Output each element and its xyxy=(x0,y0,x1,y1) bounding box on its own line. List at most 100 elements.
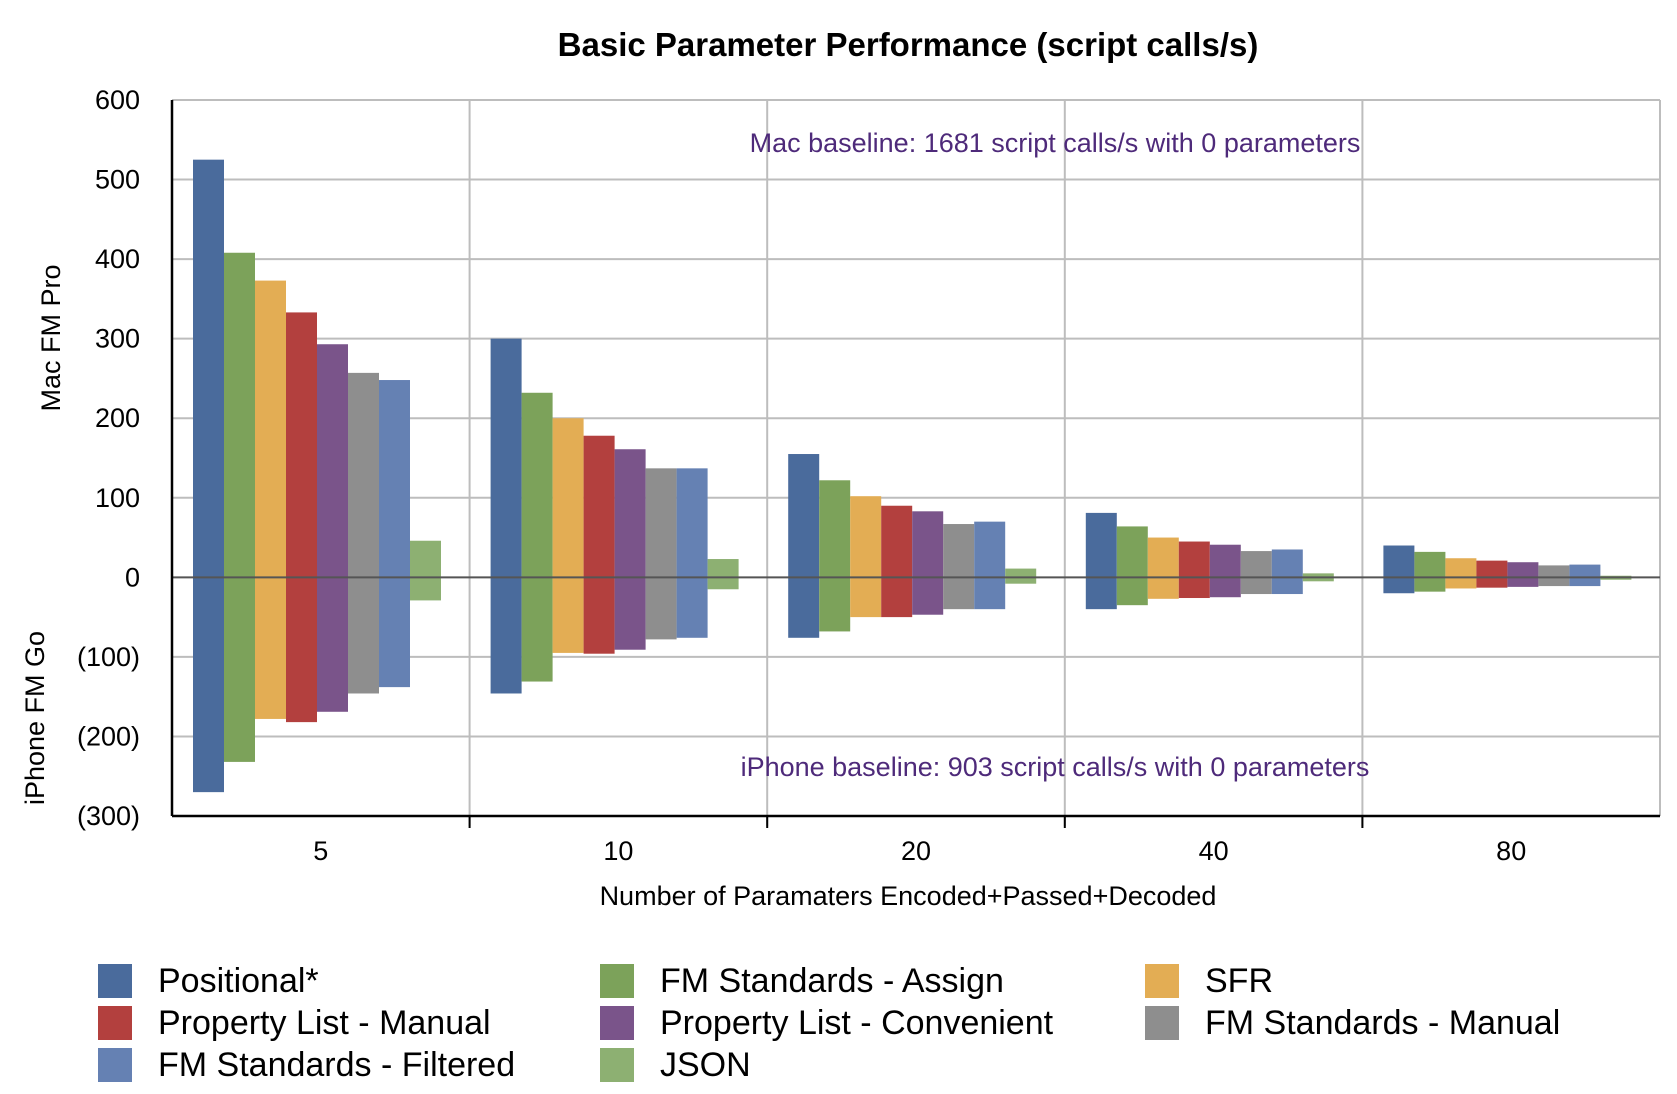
legend-entry: Positional* xyxy=(158,962,319,1000)
bar-iphone xyxy=(348,577,379,694)
legend-swatch xyxy=(1145,1006,1179,1040)
bar-iphone xyxy=(1302,577,1334,582)
bar-iphone xyxy=(676,577,708,638)
bar-iphone xyxy=(1538,577,1570,587)
bar-mac xyxy=(1538,565,1570,578)
y-axis-label-mac: Mac FM Pro xyxy=(36,264,66,411)
legend-swatch xyxy=(98,1048,132,1082)
legend-entry: Property List - Manual xyxy=(158,1004,491,1042)
bar-iphone xyxy=(1600,577,1632,580)
y-axis-label-iphone: iPhone FM Go xyxy=(20,631,50,805)
legend-entry: FM Standards - Filtered xyxy=(158,1046,515,1084)
bar-iphone xyxy=(521,577,553,682)
bar-iphone xyxy=(1147,577,1179,599)
legend-entry: FM Standards - Manual xyxy=(1205,1004,1560,1042)
bar-iphone xyxy=(645,577,677,640)
legend-swatch xyxy=(98,964,132,998)
bar-mac xyxy=(583,435,615,578)
bar-mac xyxy=(1476,560,1508,578)
bar-mac xyxy=(645,468,677,578)
bar-iphone xyxy=(1085,577,1117,610)
bar-iphone xyxy=(1271,577,1303,595)
bar-iphone xyxy=(1240,577,1272,595)
x-tick-label: 5 xyxy=(313,836,328,866)
x-tick-label: 80 xyxy=(1496,836,1526,866)
x-tick-label: 20 xyxy=(901,836,931,866)
bar-iphone xyxy=(1178,577,1210,599)
bar-mac xyxy=(255,280,286,578)
bar-mac xyxy=(1209,544,1241,578)
bar-mac xyxy=(348,372,379,578)
bar-iphone xyxy=(850,577,882,618)
annotation-iphone-baseline: iPhone baseline: 903 script calls/s with… xyxy=(741,752,1370,782)
bar-iphone xyxy=(410,577,441,601)
bar-mac xyxy=(614,449,646,578)
bar-mac xyxy=(1302,573,1334,578)
y-tick-label: 600 xyxy=(95,85,140,115)
legend-entry: Property List - Convenient xyxy=(660,1004,1054,1042)
y-tick-label: (200) xyxy=(77,721,140,751)
bar-iphone xyxy=(552,577,584,653)
bar-iphone xyxy=(1569,577,1601,587)
bar-mac xyxy=(1116,526,1148,578)
legend-swatch xyxy=(600,1006,634,1040)
bar-iphone xyxy=(943,577,975,610)
bar-iphone xyxy=(193,577,224,793)
bar-mac xyxy=(1085,512,1117,578)
legend: Positional* FM Standards - Assign SFR Prope… xyxy=(98,962,1560,1084)
bar-iphone xyxy=(1507,577,1539,587)
bar-iphone xyxy=(788,577,820,638)
bar-mac xyxy=(788,454,820,578)
bar-iphone xyxy=(255,577,286,719)
x-tick-label: 40 xyxy=(1199,836,1229,866)
y-tick-label: (300) xyxy=(77,801,140,831)
bar-mac xyxy=(1414,551,1446,578)
bar-mac xyxy=(1240,551,1272,578)
bar-mac xyxy=(317,344,348,578)
bar-mac xyxy=(1005,568,1037,578)
bar-iphone xyxy=(1209,577,1241,598)
bar-mac xyxy=(881,505,913,578)
bar-mac xyxy=(850,496,882,578)
bar-iphone xyxy=(490,577,522,694)
gridlines xyxy=(172,99,1661,826)
bar-iphone xyxy=(317,577,348,712)
bar-mac xyxy=(410,540,441,578)
bar-mac xyxy=(819,480,851,578)
bar-mac xyxy=(974,521,1006,578)
bar-mac xyxy=(224,252,255,578)
bars xyxy=(193,159,1632,793)
bar-mac xyxy=(912,511,944,578)
bar-mac xyxy=(193,159,224,578)
y-tick-label: (100) xyxy=(77,642,140,672)
y-tick-label: 0 xyxy=(125,562,140,592)
x-tick-label: 10 xyxy=(603,836,633,866)
bar-mac xyxy=(1178,541,1210,578)
legend-swatch xyxy=(600,1048,634,1082)
bar-mac xyxy=(1383,545,1415,578)
legend-swatch xyxy=(1145,964,1179,998)
bar-iphone xyxy=(707,577,739,590)
bar-iphone xyxy=(1476,577,1508,588)
y-tick-label: 100 xyxy=(95,483,140,513)
bar-iphone xyxy=(1005,577,1037,584)
y-tick-label: 200 xyxy=(95,403,140,433)
bar-iphone xyxy=(286,577,317,723)
bar-iphone xyxy=(1414,577,1446,592)
bar-mac xyxy=(1271,549,1303,578)
y-tick-label: 400 xyxy=(95,244,140,274)
legend-swatch xyxy=(600,964,634,998)
bar-iphone xyxy=(881,577,913,618)
bar-iphone xyxy=(912,577,944,615)
bar-mac xyxy=(676,468,708,578)
bar-mac xyxy=(552,418,584,578)
bar-iphone xyxy=(819,577,851,632)
chart-title: Basic Parameter Performance (script call… xyxy=(558,26,1259,63)
y-tick-label: 500 xyxy=(95,165,140,195)
legend-entry: FM Standards - Assign xyxy=(660,962,1004,1000)
bar-iphone xyxy=(974,577,1006,610)
bar-iphone xyxy=(1383,577,1415,594)
bar-mac xyxy=(521,392,553,578)
bar-iphone xyxy=(1116,577,1148,606)
bar-mac xyxy=(707,559,739,578)
